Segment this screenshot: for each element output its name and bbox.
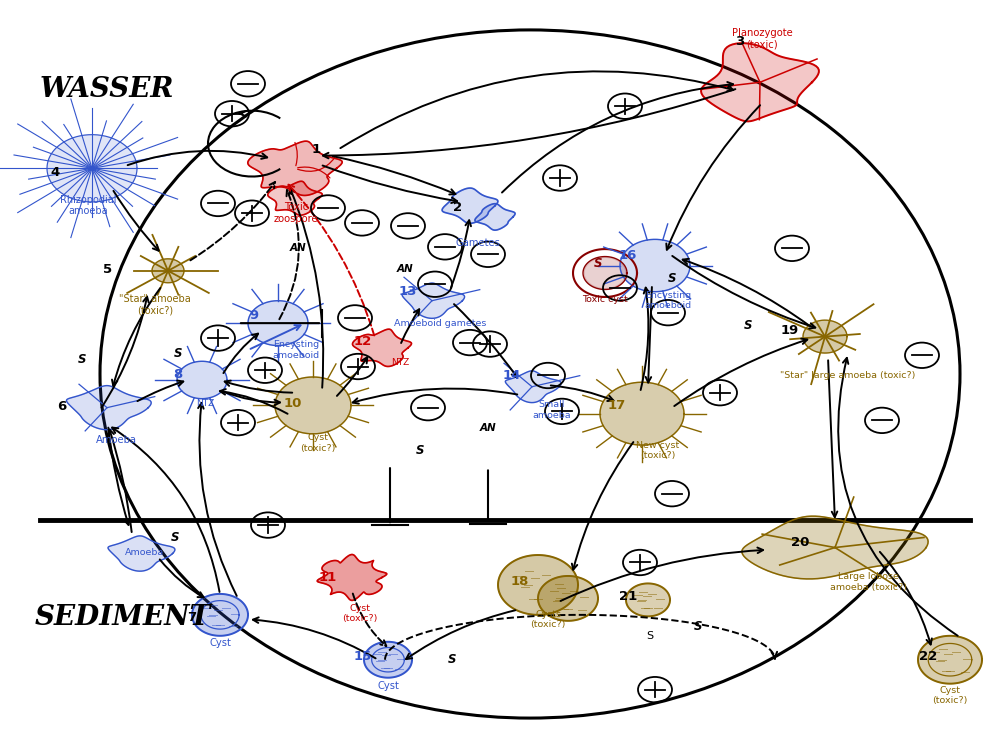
Text: S: S	[744, 319, 752, 332]
Text: Small
amoeba: Small amoeba	[533, 400, 571, 420]
Text: Cyst
(toxic?): Cyst (toxic?)	[342, 604, 378, 623]
Text: 21: 21	[619, 590, 637, 604]
Polygon shape	[66, 386, 151, 429]
Polygon shape	[600, 382, 684, 445]
Polygon shape	[402, 283, 465, 319]
Text: 19: 19	[781, 324, 799, 337]
Text: Large lobose
amoeba (toxic?): Large lobose amoeba (toxic?)	[830, 572, 906, 592]
Text: Amoeboid gametes: Amoeboid gametes	[394, 319, 486, 328]
Text: NTZ: NTZ	[391, 358, 409, 367]
Text: Toxic cyst: Toxic cyst	[582, 295, 628, 304]
Polygon shape	[248, 141, 342, 195]
Text: AN: AN	[480, 423, 496, 433]
Polygon shape	[177, 361, 227, 399]
Text: Amoeba: Amoeba	[125, 548, 165, 557]
Text: 2: 2	[453, 201, 463, 215]
Text: 22: 22	[919, 650, 937, 663]
Text: Cysts
(toxic?): Cysts (toxic?)	[530, 610, 566, 629]
Text: 5: 5	[103, 263, 113, 276]
Polygon shape	[498, 555, 578, 615]
Polygon shape	[152, 259, 184, 283]
Text: Planozygote
(toxic): Planozygote (toxic)	[732, 28, 792, 49]
Polygon shape	[47, 135, 137, 202]
Text: S: S	[171, 530, 179, 544]
Text: 10: 10	[284, 397, 302, 411]
Text: 18: 18	[511, 575, 529, 589]
Text: 15: 15	[354, 650, 372, 663]
Polygon shape	[364, 642, 412, 678]
Polygon shape	[192, 594, 248, 636]
Text: S: S	[416, 444, 424, 457]
Polygon shape	[742, 516, 928, 579]
Text: 20: 20	[791, 536, 809, 549]
Polygon shape	[442, 188, 498, 224]
Polygon shape	[108, 536, 175, 571]
Text: NTZ: NTZ	[196, 399, 214, 408]
Polygon shape	[918, 636, 982, 684]
Text: S: S	[174, 346, 182, 360]
Text: 11: 11	[319, 571, 337, 584]
Text: SEDIMENT: SEDIMENT	[35, 604, 211, 631]
Text: Gametes: Gametes	[456, 238, 500, 248]
Text: Encysting
amoeboid: Encysting amoeboid	[272, 340, 320, 360]
Text: 12: 12	[354, 335, 372, 349]
Text: 3: 3	[735, 34, 745, 48]
Text: Rhizopodial
amoeba: Rhizopodial amoeba	[60, 195, 116, 216]
Polygon shape	[538, 576, 598, 621]
Text: S: S	[448, 653, 456, 666]
Text: S: S	[78, 352, 86, 366]
Text: Toxic
zoospore: Toxic zoospore	[274, 203, 318, 224]
Text: WASSER: WASSER	[40, 76, 175, 103]
Polygon shape	[275, 377, 351, 434]
Text: Cyst: Cyst	[377, 681, 399, 691]
Text: 14: 14	[503, 369, 521, 382]
Text: S: S	[694, 620, 702, 634]
Polygon shape	[701, 43, 819, 121]
Text: S: S	[668, 272, 676, 285]
Text: Amoeba: Amoeba	[96, 435, 136, 445]
Text: 8: 8	[173, 367, 183, 381]
Text: 9: 9	[249, 309, 259, 322]
Text: AN: AN	[397, 264, 413, 275]
Text: 6: 6	[57, 400, 67, 414]
Polygon shape	[505, 371, 561, 402]
Text: AN: AN	[290, 243, 306, 254]
Polygon shape	[317, 554, 387, 601]
Text: Cyst
(toxic?): Cyst (toxic?)	[932, 686, 968, 705]
Polygon shape	[475, 203, 515, 230]
Polygon shape	[353, 329, 411, 367]
Text: 7: 7	[187, 610, 197, 624]
Text: 17: 17	[608, 399, 626, 412]
Text: 1: 1	[311, 143, 321, 156]
Polygon shape	[268, 181, 322, 215]
Polygon shape	[803, 320, 847, 353]
Text: New cyst
(toxic?): New cyst (toxic?)	[636, 441, 680, 460]
Polygon shape	[584, 257, 626, 289]
Polygon shape	[248, 301, 308, 346]
Text: 4: 4	[50, 165, 60, 179]
Text: "Star" amoeba
(toxic?): "Star" amoeba (toxic?)	[119, 295, 191, 316]
Text: S: S	[594, 257, 602, 270]
Text: S: S	[646, 631, 654, 641]
Text: 16: 16	[619, 249, 637, 263]
Polygon shape	[620, 239, 690, 292]
Text: Cyst: Cyst	[209, 638, 231, 649]
Text: "Star" large amoeba (toxic?): "Star" large amoeba (toxic?)	[780, 371, 916, 380]
Polygon shape	[626, 583, 670, 616]
Text: Encysting
amoeboid: Encysting amoeboid	[644, 291, 692, 310]
Text: 13: 13	[399, 285, 417, 298]
Text: Cyst
(toxic?): Cyst (toxic?)	[300, 433, 336, 453]
